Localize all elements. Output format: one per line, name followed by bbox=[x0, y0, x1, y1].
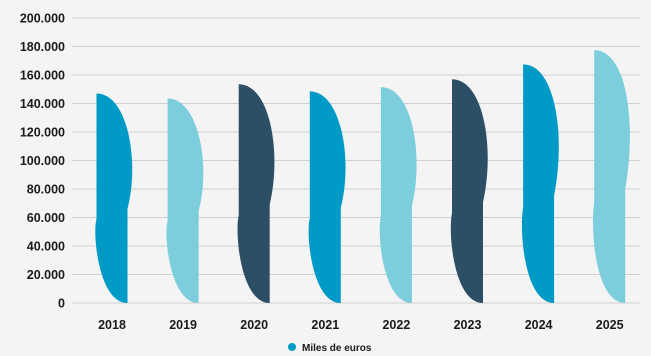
y-tick-label: 140.000 bbox=[20, 97, 65, 111]
legend-label: Miles de euros bbox=[302, 343, 372, 354]
x-axis-tick-labels: 2018 2019 2020 2021 2022 2023 2024 2025 bbox=[98, 318, 624, 332]
y-axis-tick-labels: 0 20.000 40.000 60.000 80.000 100.000 120.000 1… bbox=[20, 12, 65, 311]
bar-2023 bbox=[450, 79, 488, 304]
bar-2018 bbox=[95, 93, 133, 304]
x-tick-label-2021: 2021 bbox=[311, 318, 339, 332]
y-tick-label: 0 bbox=[58, 297, 65, 311]
y-tick-label: 200.000 bbox=[20, 12, 65, 26]
x-tick-label-2020: 2020 bbox=[240, 318, 268, 332]
bar-2024 bbox=[521, 64, 559, 303]
bar-2022 bbox=[379, 87, 417, 303]
y-tick-label: 100.000 bbox=[20, 154, 65, 168]
legend: Miles de euros bbox=[288, 343, 372, 354]
bars bbox=[95, 50, 630, 304]
x-tick-label-2025: 2025 bbox=[596, 318, 624, 332]
bar-2019 bbox=[166, 98, 204, 303]
y-tick-label: 40.000 bbox=[27, 240, 65, 254]
y-tick-label: 60.000 bbox=[27, 211, 65, 225]
x-tick-label-2018: 2018 bbox=[98, 318, 126, 332]
y-tick-label: 120.000 bbox=[20, 126, 65, 140]
bar-2021 bbox=[308, 91, 346, 303]
bar-2020 bbox=[237, 84, 275, 303]
y-tick-label: 20.000 bbox=[27, 268, 65, 282]
x-tick-label-2023: 2023 bbox=[454, 318, 482, 332]
x-tick-label-2024: 2024 bbox=[525, 318, 553, 332]
y-tick-label: 160.000 bbox=[20, 69, 65, 83]
bar-2025 bbox=[593, 50, 630, 303]
gridlines bbox=[72, 17, 640, 304]
y-tick-label: 180.000 bbox=[20, 40, 65, 54]
x-tick-label-2022: 2022 bbox=[382, 318, 410, 332]
y-tick-label: 80.000 bbox=[27, 183, 65, 197]
legend-marker bbox=[288, 343, 296, 351]
x-tick-label-2019: 2019 bbox=[169, 318, 197, 332]
